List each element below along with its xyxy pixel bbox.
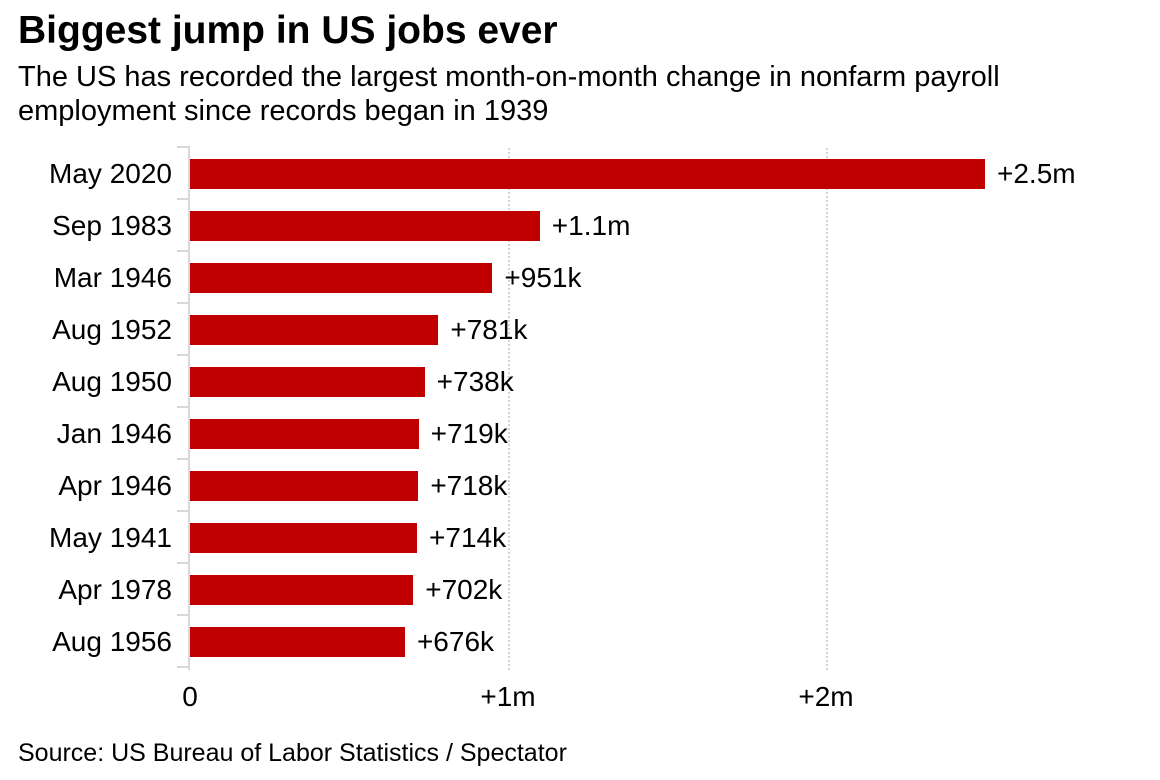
value-label: +738k [436,366,514,398]
y-axis-line [188,146,190,671]
bar-track: +718k [190,460,1160,512]
bar-track: +781k [190,304,1160,356]
value-label: +676k [416,626,495,658]
bar [190,367,425,398]
bar [190,627,405,658]
bar-row: May 2020 +2.5m [0,148,1160,200]
category-label: Aug 1952 [52,314,172,346]
bar-row: Jan 1946 +719k [0,408,1160,460]
y-axis-tick [177,510,188,513]
y-axis-tick [177,614,188,617]
category-label: Sep 1983 [52,210,172,242]
category-label: May 2020 [49,158,172,190]
bar [190,263,493,294]
bar [190,315,439,346]
value-label: +702k [425,574,503,606]
bar-rows: May 2020 +2.5m Sep 1983 +1.1m Mar 1946 +951k A… [0,148,1160,668]
x-axis-tick-label: +1m [480,681,536,713]
bar-track: +1.1m [190,200,1160,252]
bar [190,575,414,606]
bar [190,471,419,502]
value-label: +781k [450,314,528,346]
category-label: Apr 1978 [58,574,172,606]
bar-row: Apr 1946 +718k [0,460,1160,512]
bar-track: +714k [190,512,1160,564]
bar-track: +738k [190,356,1160,408]
category-label: Aug 1956 [52,626,172,658]
category-label: Jan 1946 [56,418,172,450]
bar-row: Mar 1946 +951k [0,252,1160,304]
value-label: +718k [430,470,508,502]
gridline [508,148,510,671]
y-axis-tick [177,458,188,461]
bar-row: Aug 1952 +781k [0,304,1160,356]
plot-area: May 2020 +2.5m Sep 1983 +1.1m Mar 1946 +951k A… [0,146,1160,671]
bar-row: May 1941 +714k [0,512,1160,564]
bar-row: Aug 1956 +676k [0,616,1160,668]
y-axis-tick [177,354,188,357]
bar-row: Sep 1983 +1.1m [0,200,1160,252]
y-axis-tick [177,406,188,409]
bar [190,419,419,450]
category-label: Mar 1946 [53,262,172,294]
bar-track: +2.5m [190,148,1160,200]
value-label: +1.1m [551,210,631,242]
bar-track: +951k [190,252,1160,304]
x-axis-tick-label: +2m [798,681,854,713]
y-axis-tick [177,146,188,149]
source-note: Source: US Bureau of Labor Statistics / … [18,739,567,768]
category-label: May 1941 [49,522,172,554]
value-label: +714k [429,522,507,554]
value-label: +2.5m [997,158,1076,190]
value-label: +951k [504,262,582,294]
bar-row: Apr 1978 +702k [0,564,1160,616]
gridline [826,148,828,671]
bar [190,211,540,242]
chart-subtitle: The US has recorded the largest month-on… [18,61,1000,128]
category-label: Apr 1946 [58,470,172,502]
y-axis-tick [177,302,188,305]
y-axis-tick [177,198,188,201]
y-axis-tick [177,250,188,253]
category-label: Aug 1950 [52,366,172,398]
y-axis-tick [177,666,188,669]
chart-title: Biggest jump in US jobs ever [18,9,558,52]
y-axis-tick [177,562,188,565]
bar [190,523,418,554]
bar-track: +702k [190,564,1160,616]
bar-row: Aug 1950 +738k [0,356,1160,408]
x-axis-tick-label: 0 [182,681,198,713]
x-axis: 0 +1m +2m [0,681,1160,718]
bar [190,159,985,190]
bar-track: +719k [190,408,1160,460]
value-label: +719k [430,418,508,450]
bar-track: +676k [190,616,1160,668]
